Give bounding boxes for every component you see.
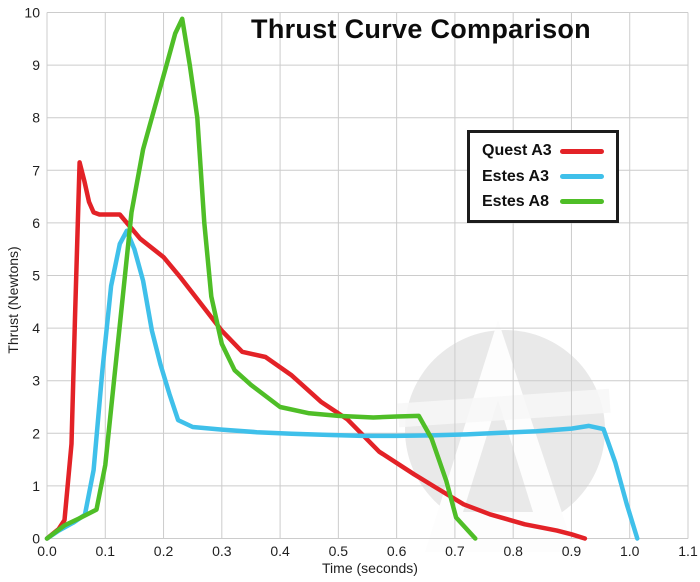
x-tick-label-0.5: 0.5 [329, 543, 349, 559]
legend-swatch-estes-a3 [560, 174, 604, 179]
y-tick-label-4: 4 [32, 320, 40, 336]
x-tick-label-0.0: 0.0 [37, 543, 57, 559]
legend-label-quest-a3: Quest A3 [482, 142, 552, 160]
chart-title: Thrust Curve Comparison [251, 14, 591, 44]
y-tick-label-9: 9 [32, 57, 40, 73]
x-tick-label-0.1: 0.1 [96, 543, 116, 559]
curve-lines [44, 16, 640, 541]
x-tick-label-0.9: 0.9 [562, 543, 582, 559]
watermark-band [397, 388, 611, 428]
legend-item-estes-a8: Estes A8 [482, 193, 604, 211]
legend: Quest A3 Estes A3 Estes A8 [467, 130, 619, 223]
x-tick-label-0.6: 0.6 [387, 543, 407, 559]
legend-label-estes-a3: Estes A3 [482, 167, 549, 185]
axis-tick-labels: 0.0 0.1 0.2 0.3 0.4 0.5 0.6 0.7 0.8 0.9 1.0 1.1 0 1 2 3… [24, 5, 698, 560]
y-tick-label-10: 10 [24, 5, 40, 21]
legend-swatch-estes-a8 [560, 199, 604, 205]
y-tick-label-7: 7 [32, 162, 40, 178]
x-axis-title: Time (seconds) [322, 560, 418, 576]
watermark-a-glyph [425, 320, 575, 552]
y-tick-label-3: 3 [32, 373, 40, 389]
y-tick-label-2: 2 [32, 425, 40, 441]
series-line-estes-a8 [44, 16, 478, 541]
x-tick-label-1.1: 1.1 [678, 543, 698, 559]
series-line-quest-a3 [44, 160, 588, 541]
legend-swatch-quest-a3 [560, 148, 604, 154]
y-tick-label-5: 5 [32, 268, 40, 284]
legend-label-estes-a8: Estes A8 [482, 192, 549, 210]
x-tick-label-1.0: 1.0 [620, 543, 640, 559]
x-tick-label-0.3: 0.3 [212, 543, 232, 559]
y-tick-label-0: 0 [32, 531, 40, 547]
y-tick-label-8: 8 [32, 110, 40, 126]
legend-item-quest-a3: Quest A3 [482, 142, 604, 160]
y-axis-title: Thrust (Newtons) [5, 246, 21, 354]
legend-item-estes-a3: Estes A3 [482, 168, 604, 186]
x-tick-label-0.8: 0.8 [503, 543, 523, 559]
x-tick-label-0.4: 0.4 [270, 543, 290, 559]
x-tick-label-0.2: 0.2 [154, 543, 174, 559]
y-tick-label-6: 6 [32, 215, 40, 231]
series-line-estes-a3 [44, 228, 640, 541]
x-tick-label-0.7: 0.7 [445, 543, 465, 559]
y-tick-label-1: 1 [32, 478, 40, 494]
